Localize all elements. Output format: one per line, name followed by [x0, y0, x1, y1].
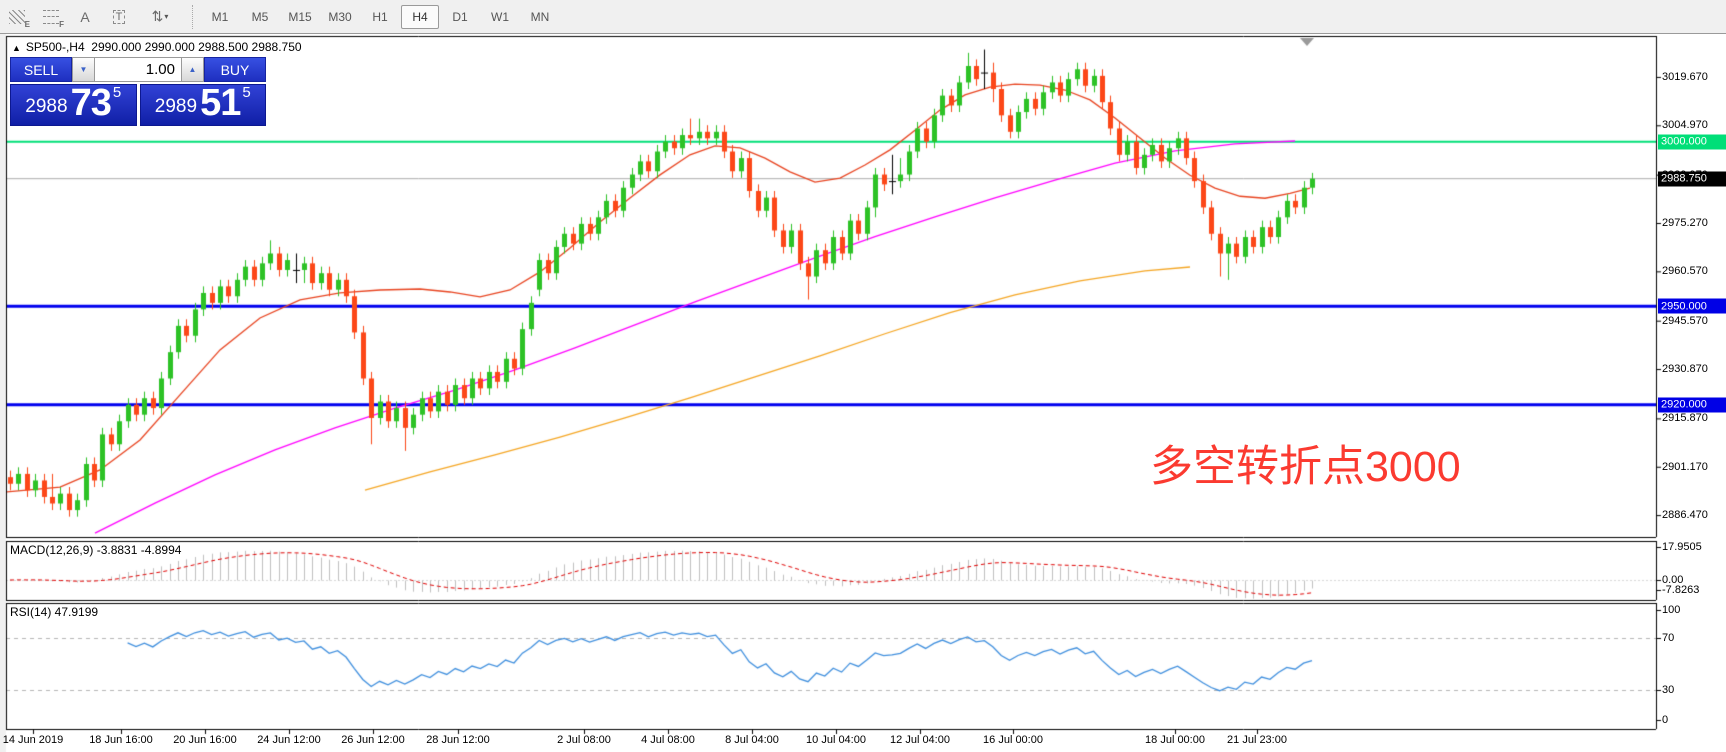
- sell-price-fraction: 5: [112, 84, 122, 101]
- buy-price-handle: 2989: [154, 96, 198, 117]
- volume-decrease-button[interactable]: ▼: [72, 57, 95, 82]
- volume-input[interactable]: 1.00: [95, 57, 181, 82]
- fibonacci-tool-icon[interactable]: F: [36, 5, 66, 29]
- dot-rows-icon: [43, 9, 59, 24]
- toolbar: E F A T ⇅ ▾ M1 M5 M15 M30 H1 H4 D1 W1 MN: [0, 0, 1726, 34]
- timeframe-button-M15[interactable]: M15: [288, 9, 312, 24]
- sell-price-handle: 2988: [25, 96, 68, 117]
- timeframe-bar: M1 M5 M15 M30 H1 H4 D1 W1 MN: [200, 4, 560, 29]
- letter-t-icon: T: [112, 9, 126, 24]
- arrows-icon: ⇅: [151, 8, 164, 24]
- sell-price-pips: 73: [70, 82, 112, 124]
- volume-increase-button[interactable]: ▲: [181, 57, 204, 82]
- tool-sub-label: E: [24, 19, 30, 29]
- timeframe-button-M5[interactable]: M5: [251, 9, 269, 24]
- timeframe-button-M1[interactable]: M1: [211, 9, 229, 24]
- arrows-tool-icon[interactable]: ⇅ ▾: [138, 5, 182, 29]
- letter-a-icon: A: [80, 8, 90, 25]
- timeframe-button-H1[interactable]: H1: [372, 9, 388, 24]
- text-label-tool-icon[interactable]: A: [70, 5, 100, 29]
- buy-price-fraction: 5: [242, 84, 251, 101]
- timeframe-button-H4[interactable]: H4: [401, 4, 439, 29]
- chevron-down-icon: ▾: [164, 12, 169, 21]
- timeframe-button-D1[interactable]: D1: [452, 9, 468, 24]
- buy-button[interactable]: BUY: [204, 57, 266, 82]
- hatch-icon: [9, 9, 25, 24]
- tool-sub-label: F: [59, 19, 64, 29]
- buy-price-display[interactable]: 2989 51 5: [139, 82, 266, 126]
- one-click-trading-panel: SELL ▼ 1.00 ▲ BUY 2988 73 5 2989 51 5: [10, 57, 266, 126]
- toolbar-separator: [192, 4, 194, 29]
- timeframe-button-W1[interactable]: W1: [491, 9, 509, 24]
- timeframe-button-M30[interactable]: M30: [328, 9, 352, 24]
- text-tool-icon[interactable]: T: [104, 5, 134, 29]
- expert-advisor-tool-icon[interactable]: E: [2, 5, 32, 29]
- timeframe-button-MN[interactable]: MN: [530, 9, 550, 24]
- buy-price-pips: 51: [200, 82, 241, 124]
- sell-button[interactable]: SELL: [10, 57, 72, 82]
- sell-price-display[interactable]: 2988 73 5: [10, 84, 137, 126]
